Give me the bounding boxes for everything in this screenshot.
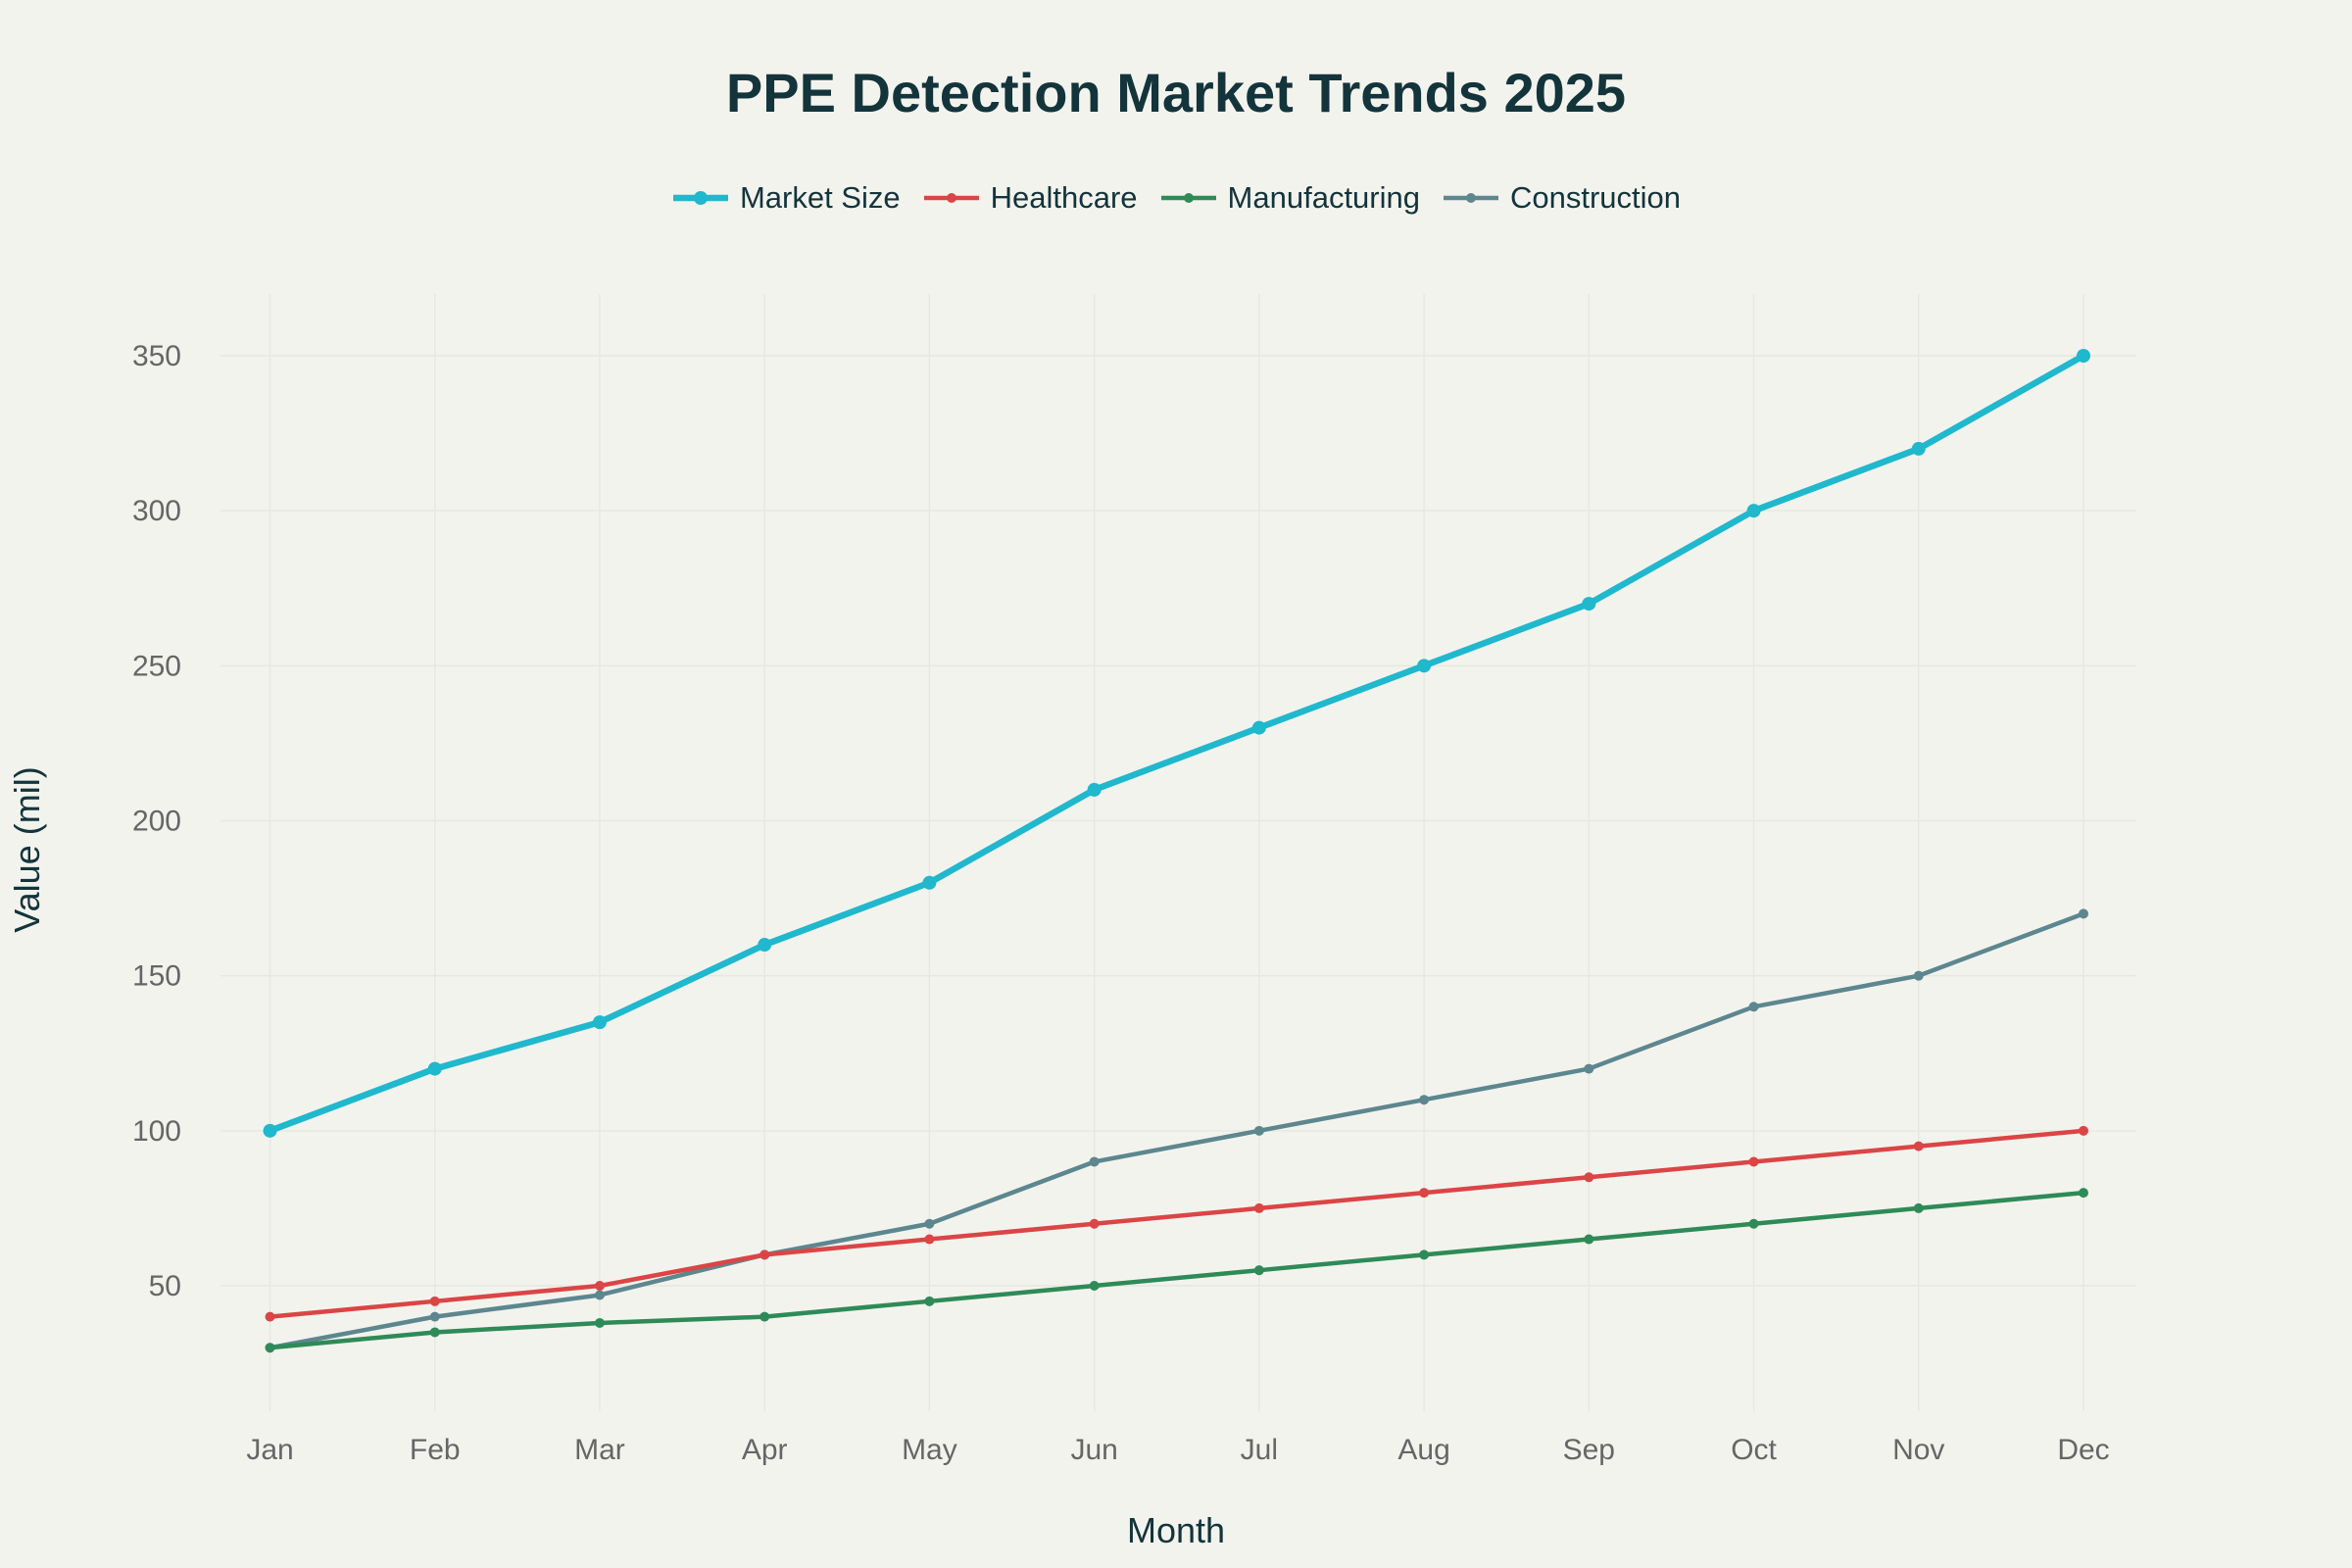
legend-label: Manufacturing (1227, 180, 1420, 215)
data-point (1417, 659, 1432, 673)
data-point (1584, 1063, 1594, 1074)
data-point (263, 1123, 277, 1138)
legend-item[interactable]: Construction (1442, 180, 1681, 216)
data-point (1087, 782, 1102, 797)
legend-item[interactable]: Healthcare (922, 180, 1138, 216)
data-point (1089, 1156, 1100, 1167)
data-point (594, 1290, 605, 1300)
data-point (429, 1327, 440, 1338)
data-point (1748, 1218, 1759, 1229)
data-point (924, 1296, 935, 1306)
legend-label: Market Size (739, 180, 901, 215)
x-tick-label: Feb (410, 1434, 461, 1466)
y-tick-label: 100 (132, 1115, 181, 1148)
y-tick-label: 200 (132, 806, 181, 838)
data-point (1748, 1002, 1759, 1012)
legend-item[interactable]: Manufacturing (1159, 180, 1420, 216)
series-line (269, 353, 2085, 1134)
data-point (2079, 1188, 2088, 1199)
y-tick-label: 350 (132, 340, 181, 372)
data-point (1913, 1141, 1924, 1152)
data-point (1584, 1234, 1594, 1245)
legend-swatch-icon (923, 193, 979, 203)
data-point (1913, 1202, 1924, 1213)
series-line (270, 1128, 2084, 1319)
series-line (270, 1190, 2084, 1350)
legend-item[interactable]: Market Size (671, 180, 901, 216)
data-point (594, 1317, 605, 1328)
data-point (1419, 1250, 1430, 1260)
x-tick-label: Mar (574, 1434, 625, 1466)
y-tick-label: 300 (132, 495, 181, 527)
data-point (760, 1250, 770, 1260)
x-tick-label: Jan (246, 1434, 293, 1466)
data-point (1746, 504, 1761, 518)
series-line (270, 911, 2084, 1350)
data-point (2079, 908, 2088, 919)
y-tick-label: 250 (132, 650, 181, 682)
data-point (265, 1343, 275, 1353)
x-tick-label: Jul (1241, 1434, 1278, 1466)
legend-swatch-icon (1444, 193, 1498, 203)
legend-label: Construction (1510, 180, 1682, 215)
data-point (758, 938, 772, 953)
data-point (1253, 1265, 1264, 1276)
data-point (1584, 1172, 1594, 1183)
data-point (1253, 1202, 1264, 1213)
x-tick-label: Aug (1397, 1434, 1449, 1466)
data-point (427, 1061, 442, 1076)
legend: Market Size Healthcare Manufacturing Constr… (0, 180, 2352, 216)
data-point (594, 1281, 605, 1291)
data-point (592, 1015, 607, 1030)
chart-title: PPE Detection Market Trends 2025 (725, 62, 1627, 123)
x-tick-label: Oct (1731, 1434, 1777, 1466)
data-point (1251, 720, 1266, 735)
x-tick-label: Nov (1892, 1434, 1944, 1466)
legend-label: Healthcare (990, 180, 1138, 215)
y-tick-label: 50 (149, 1270, 181, 1302)
x-axis-title: Month (1127, 1510, 1225, 1550)
data-point (924, 1234, 935, 1245)
data-point (1419, 1188, 1430, 1199)
data-point (1089, 1281, 1100, 1291)
x-tick-label: Apr (742, 1434, 788, 1466)
data-point (760, 1311, 770, 1322)
data-point (1582, 597, 1596, 612)
series-market-size (263, 349, 2090, 1138)
y-tick-label: 150 (132, 960, 181, 993)
y-axis-title: Value (mil) (7, 766, 47, 932)
data-point (265, 1311, 275, 1322)
data-point (1253, 1125, 1264, 1136)
data-point (1911, 441, 1926, 456)
data-point (1419, 1095, 1430, 1105)
x-tick-label: May (902, 1434, 957, 1466)
data-point (2077, 349, 2090, 363)
data-point (1089, 1218, 1100, 1229)
x-tick-label: Sep (1563, 1434, 1615, 1466)
legend-swatch-icon (1160, 193, 1216, 203)
series-manufacturing (265, 1188, 2088, 1353)
legend-swatch-icon (672, 191, 728, 205)
x-tick-label: Dec (2057, 1434, 2109, 1466)
x-tick-label: Jun (1070, 1434, 1117, 1466)
data-point (2079, 1125, 2088, 1136)
series-healthcare (265, 1125, 2088, 1322)
data-point (1748, 1156, 1759, 1167)
data-point (429, 1311, 440, 1322)
data-point (429, 1296, 440, 1306)
data-point (1913, 970, 1924, 981)
data-point (924, 1218, 935, 1229)
data-point (922, 875, 937, 890)
